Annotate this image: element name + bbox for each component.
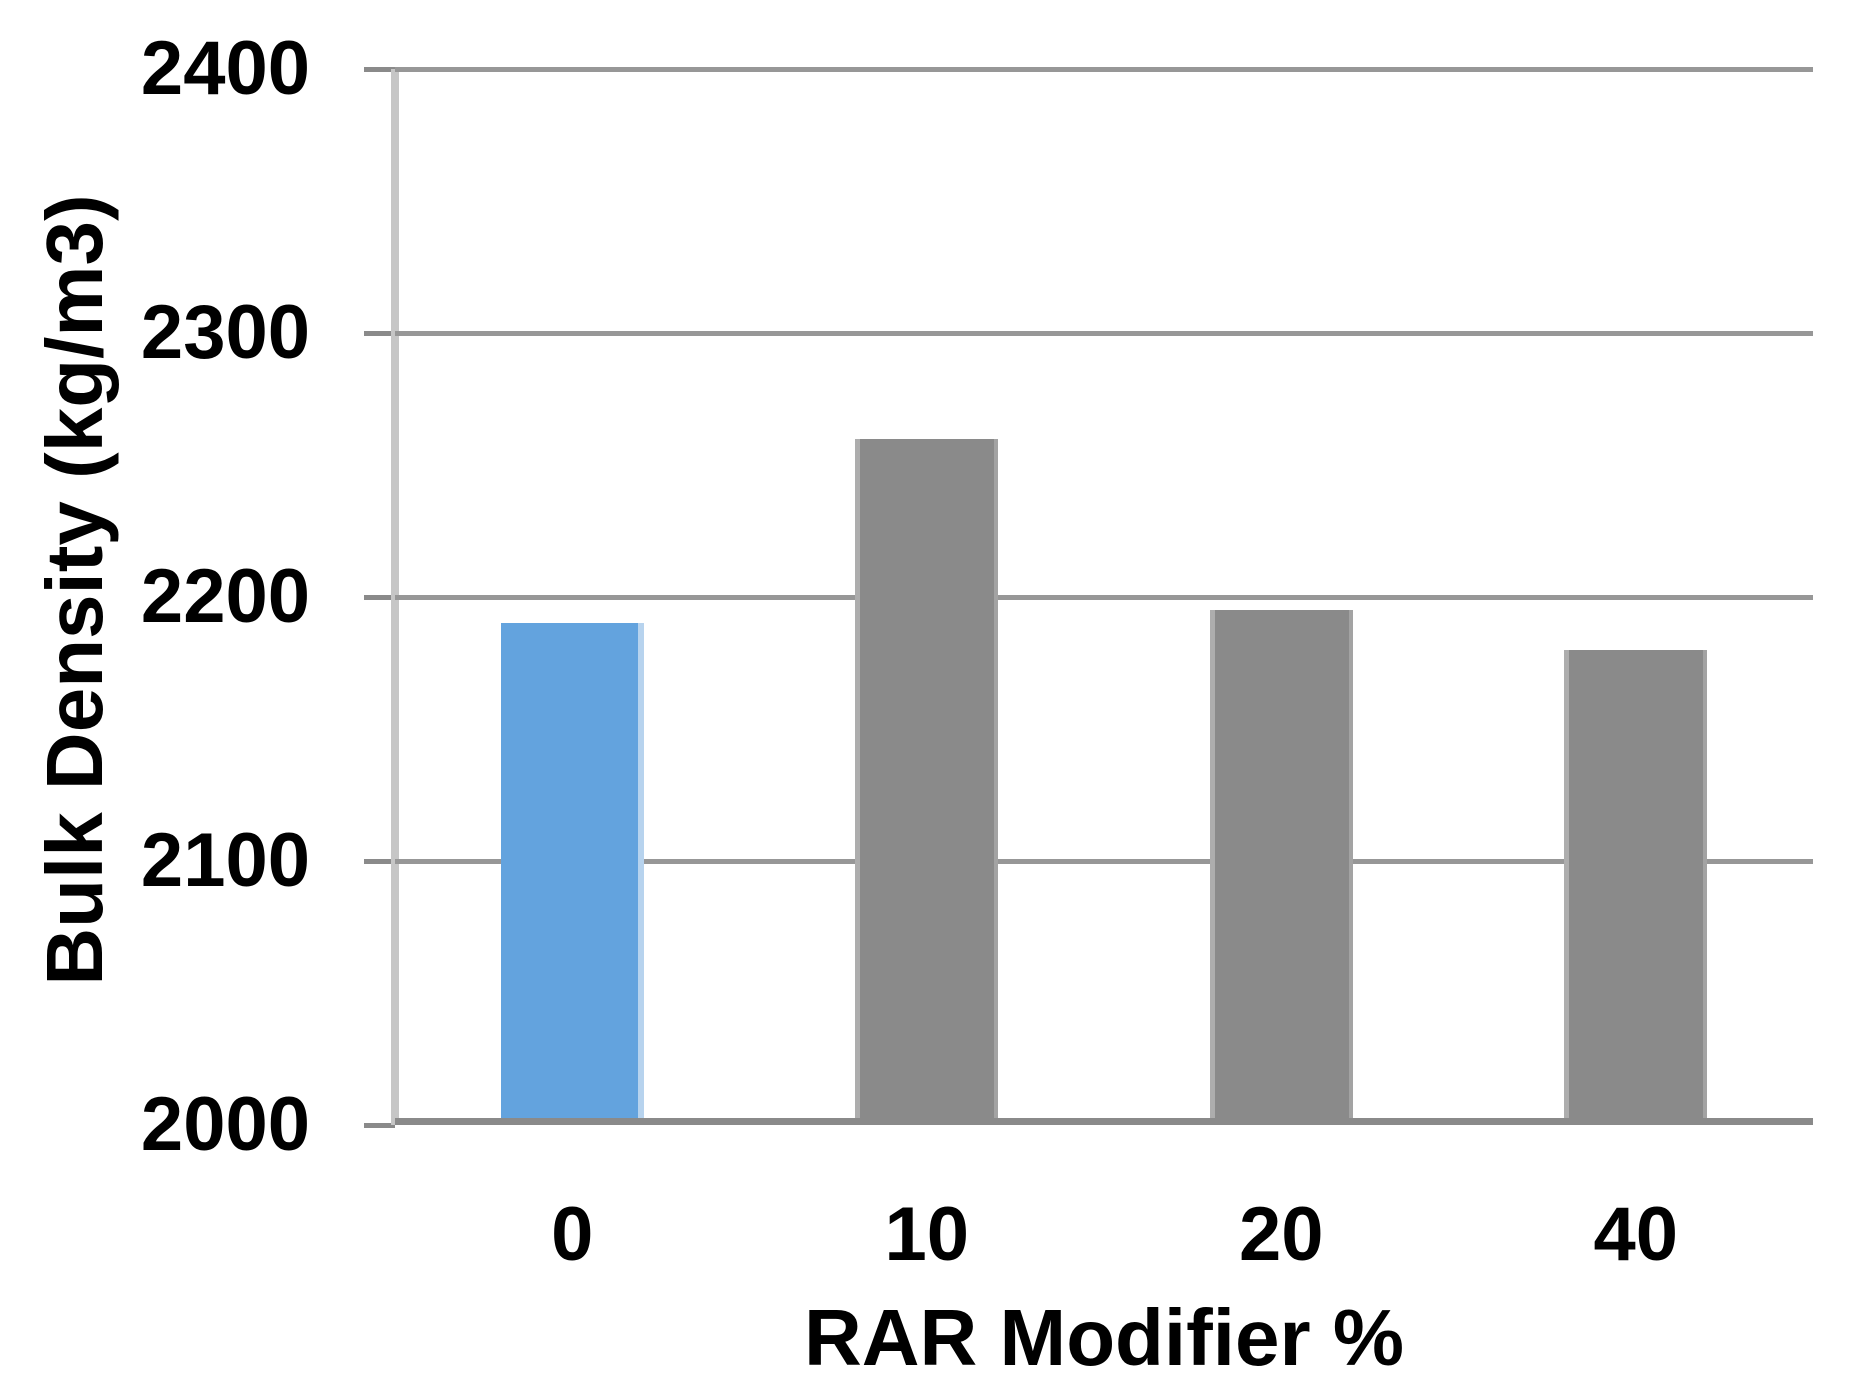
y-tick-mark-2200 — [364, 595, 395, 600]
x-tick-label-0: 0 — [551, 1192, 594, 1277]
gridline-2300 — [395, 331, 1813, 336]
y-tick-mark-2000 — [364, 1123, 395, 1128]
gridline-2400 — [395, 67, 1813, 72]
y-tick-mark-2400 — [364, 67, 395, 72]
gridline-2200 — [395, 595, 1813, 600]
x-tick-label-40: 40 — [1593, 1192, 1679, 1277]
y-tick-label-2100: 2100 — [140, 818, 310, 903]
bar-20 — [1209, 610, 1353, 1121]
x-tick-label-10: 10 — [884, 1192, 970, 1277]
y-tick-label-2300: 2300 — [140, 290, 310, 375]
x-axis-line — [395, 1118, 1813, 1125]
bar-40 — [1564, 649, 1708, 1121]
y-tick-label-2400: 2400 — [140, 26, 310, 111]
x-tick-label-20: 20 — [1238, 1192, 1324, 1277]
y-tick-mark-2300 — [364, 331, 395, 336]
bar-10 — [855, 438, 999, 1121]
gridline-2100 — [395, 859, 1813, 864]
y-tick-label-2000: 2000 — [140, 1082, 310, 1167]
y-tick-label-2200: 2200 — [140, 554, 310, 639]
x-axis-title: RAR Modifier % — [804, 1293, 1404, 1382]
bar-0 — [500, 623, 644, 1121]
y-tick-mark-2100 — [364, 859, 395, 864]
plot-area — [391, 67, 1813, 1125]
